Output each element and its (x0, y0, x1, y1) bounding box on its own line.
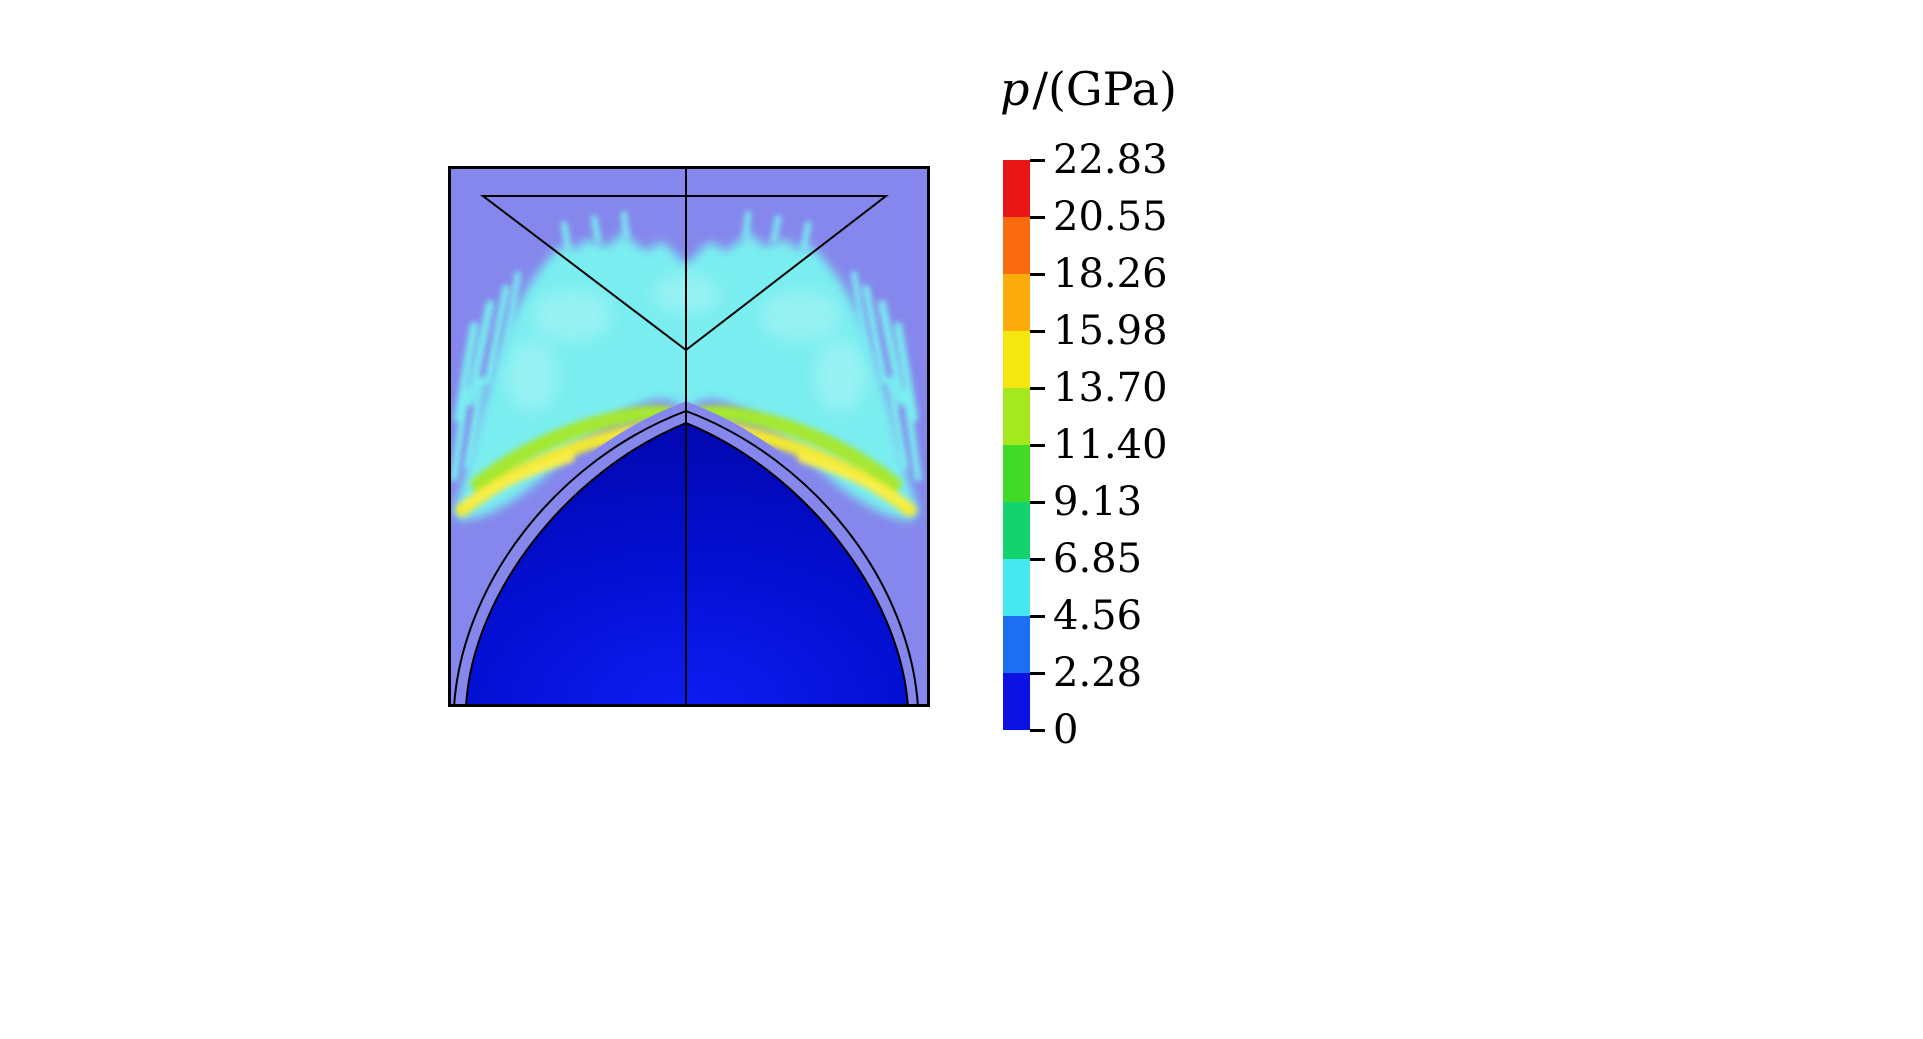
simulation-domain-border (448, 166, 930, 707)
colorbar-segment (1003, 502, 1030, 559)
colorbar-tick: 18.26 (1030, 254, 1168, 294)
pressure-units: /(GPa) (1032, 62, 1177, 116)
tick-label: 22.83 (1053, 137, 1168, 183)
colorbar-segment (1003, 217, 1030, 274)
colorbar-tick: 13.70 (1030, 368, 1168, 408)
cyan-streaks-right (743, 211, 922, 482)
pressure-contour-plot (448, 166, 930, 707)
tick-mark (1030, 158, 1045, 162)
tick-mark (1030, 386, 1045, 390)
colorbar-segment (1003, 160, 1030, 217)
tick-label: 6.85 (1053, 536, 1143, 582)
tick-mark (1030, 671, 1045, 675)
colorbar-tick: 15.98 (1030, 311, 1168, 351)
colorbar-tick-labels: 22.83 20.55 18.26 15.98 13.70 11.40 9.13 6.85 4.… (1030, 140, 1260, 750)
tick-mark (1030, 329, 1045, 333)
tick-mark (1030, 443, 1045, 447)
colorbar-tick: 2.28 (1030, 653, 1142, 693)
colorbar-title: p/(GPa) (1000, 62, 1177, 116)
tick-label: 0 (1053, 707, 1079, 753)
cyan-streaks-left (450, 211, 629, 482)
colorbar-segment (1003, 616, 1030, 673)
colorbar-tick: 9.13 (1030, 482, 1142, 522)
colorbar-segment (1003, 559, 1030, 616)
tick-label: 9.13 (1053, 479, 1143, 525)
colorbar-tick: 6.85 (1030, 539, 1142, 579)
tick-mark (1030, 272, 1045, 276)
tick-label: 15.98 (1053, 308, 1168, 354)
tick-label: 20.55 (1053, 194, 1168, 240)
colorbar-segment (1003, 331, 1030, 388)
colorbar (1003, 160, 1030, 730)
colorbar-tick: 22.83 (1030, 140, 1168, 180)
tick-mark (1030, 557, 1045, 561)
tick-label: 13.70 (1053, 365, 1168, 411)
liner-cone-outline (480, 195, 889, 352)
light-cyan-wisps (506, 274, 866, 412)
colorbar-tick: 20.55 (1030, 197, 1168, 237)
colorbar-tick: 11.40 (1030, 425, 1168, 465)
colorbar-segment (1003, 673, 1030, 730)
tick-mark (1030, 728, 1045, 732)
tick-label: 4.56 (1053, 593, 1143, 639)
pressure-symbol: p (1000, 62, 1030, 116)
colorbar-tick: 0 (1030, 710, 1078, 750)
colorbar-segment (1003, 274, 1030, 331)
colorbar-tick: 4.56 (1030, 596, 1142, 636)
tick-label: 2.28 (1053, 650, 1143, 696)
tick-mark (1030, 614, 1045, 618)
colorbar-segment (1003, 388, 1030, 445)
tick-mark (1030, 500, 1045, 504)
tick-label: 11.40 (1053, 422, 1168, 468)
tick-label: 18.26 (1053, 251, 1168, 297)
tick-mark (1030, 215, 1045, 219)
colorbar-segment (1003, 445, 1030, 502)
